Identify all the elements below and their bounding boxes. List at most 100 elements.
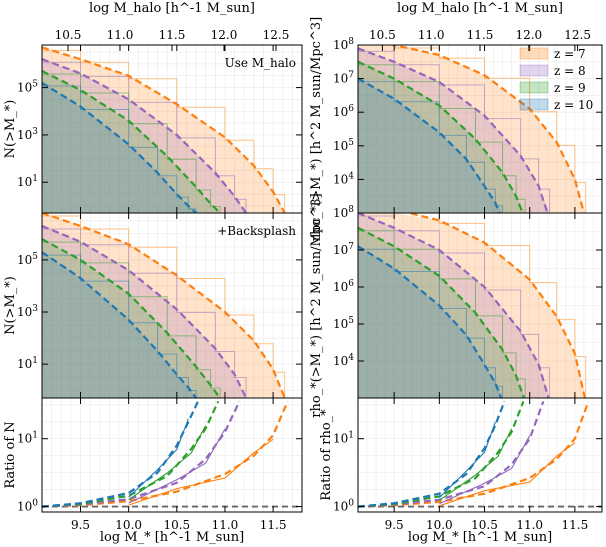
dashed-line-z9 (358, 226, 526, 398)
dashed-line-z8 (42, 58, 248, 213)
top-axis: 10.5 11.0 11.5 12.0 12.5 (55, 28, 290, 51)
area-z7 (42, 47, 285, 213)
x-tick-label: 11.5 (562, 518, 589, 532)
top-axis: 10.5 11.0 11.5 12.0 12.5 (369, 28, 591, 51)
x-tick-label: 10.0 (115, 518, 142, 532)
legend: z = 7 z = 8 z = 9 z = 10 (519, 47, 593, 112)
y-axis-label-rho-row1: rho_*(>M_*) [h^2 M_sun/Mpc^3] (309, 17, 324, 241)
grid-group (41, 45, 303, 213)
y-tick-label: 103 (17, 127, 38, 142)
area-z8 (358, 48, 550, 213)
area-z10 (358, 78, 503, 213)
dashed-line-z9 (42, 238, 221, 398)
ratio-solid-z7 (439, 442, 576, 507)
area-z9 (358, 61, 526, 213)
area-z7 (358, 213, 586, 398)
y-tick-label: 108 (333, 37, 354, 52)
plot-area (42, 400, 302, 508)
y-tick-label: 100 (17, 499, 38, 514)
y-tick-label: 104 (333, 353, 354, 368)
y-axis-label-rho-row2: rho_*(>M_*) [h^2 M_sun/Mpc^3] (309, 193, 324, 417)
dashed-line-z9 (358, 60, 524, 213)
x-tick-label: 11.0 (212, 518, 239, 532)
dashed-line-z8 (358, 213, 550, 398)
x-tick-label: 9.5 (385, 518, 404, 532)
top-axis-label-right: log M_halo [h^-1 M_sun] (397, 1, 563, 16)
y-tick-label: 101 (17, 431, 38, 446)
y-axis-label-n-row1: N(>M_*) (3, 100, 18, 159)
dashed-line-z8 (42, 224, 248, 398)
top-tick-label: 10.5 (369, 28, 396, 42)
y-tick-label: 101 (17, 356, 38, 371)
dashed-line-z7 (42, 213, 286, 398)
y-tick-label: 101 (333, 431, 354, 446)
y-tick-label: 107 (333, 71, 354, 86)
x-tick-label: 10.5 (163, 518, 190, 532)
dashed-line-z7 (42, 46, 286, 213)
y-tick-label: 106 (333, 104, 354, 119)
legend-label: z = 7 (554, 47, 586, 61)
y-tick-label: 105 (17, 252, 38, 267)
dashed-line-z10 (42, 81, 197, 213)
area-z10 (42, 82, 197, 213)
x-axis-label-right: log M_* [h^-1 M_sun] (408, 530, 552, 545)
step-line-z7 (42, 49, 286, 213)
y-tick-label: 108 (333, 205, 354, 220)
y-axis-label-ratio-rho: Ratio of rho_* (319, 409, 334, 501)
top-tick-label: 11.0 (418, 28, 445, 42)
plot-area (358, 213, 587, 398)
step-line-z7 (42, 215, 286, 398)
y-tick-label: 107 (333, 242, 354, 257)
y-tick-label: 105 (333, 138, 354, 153)
plot-area (358, 45, 587, 213)
top-axis-label-left: log M_halo [h^-1 M_sun] (89, 1, 255, 16)
panel-frame (41, 397, 303, 513)
ratio-dashed-z10 (358, 401, 506, 508)
axes: 9.5 10.0 10.5 11.0 11.5 101 100 (17, 397, 303, 532)
grid-group (41, 213, 303, 398)
y-tick-label: 103 (17, 304, 38, 319)
y-tick-label: 105 (17, 80, 38, 95)
x-tick-label: 10.5 (471, 518, 498, 532)
y-axis-label-n-row2: N(>M_*) (3, 276, 18, 335)
top-tick-label: 10.5 (55, 28, 82, 42)
top-tick-label: 12.0 (211, 28, 238, 42)
legend-swatch (519, 47, 549, 60)
top-tick-label: 11.5 (159, 28, 186, 42)
step-line-z10 (42, 254, 197, 398)
area-z9 (358, 227, 526, 398)
step-line-z10 (358, 81, 504, 213)
x-axis-label-left: log M_* [h^-1 M_sun] (100, 530, 244, 545)
y-tick-label: 104 (333, 171, 354, 186)
step-line-z7 (358, 45, 587, 213)
dashed-line-z10 (358, 77, 501, 213)
ratio-dashed-z7 (358, 401, 590, 508)
top-tick-label: 12.5 (564, 28, 591, 42)
y-axis-label-ratio-n: Ratio of N (3, 421, 18, 488)
ratio-dashed-z10 (42, 400, 199, 508)
top-tick-label: 12.5 (263, 28, 290, 42)
y-tick-label: 100 (333, 499, 354, 514)
top-tick-label: 11.0 (107, 28, 134, 42)
x-tick-label: 11.5 (260, 518, 287, 532)
y-tick-label: 105 (333, 316, 354, 331)
plot-area (42, 213, 286, 398)
x-tick-label: 10.0 (426, 518, 453, 532)
axes: 9.5 10.0 10.5 11.0 11.5 101 100 (333, 397, 603, 532)
dashed-line-z10 (42, 251, 197, 398)
plot-area (358, 401, 602, 508)
legend-label: z = 8 (554, 64, 586, 78)
ratio-dashed-z7 (42, 400, 289, 508)
legend-label: z = 9 (554, 81, 586, 95)
legend-swatch (519, 81, 549, 94)
panel-annotation-backsplash: +Backsplash (217, 224, 296, 238)
plot-area (42, 46, 286, 213)
area-z8 (358, 213, 550, 398)
step-line-z10 (42, 85, 197, 213)
x-tick-label: 11.0 (516, 518, 543, 532)
y-tick-label: 101 (17, 174, 38, 189)
legend-swatch (519, 98, 549, 111)
ratio-solid-z10 (128, 418, 189, 498)
area-z10 (42, 252, 197, 398)
dashed-line-z7 (390, 45, 586, 213)
